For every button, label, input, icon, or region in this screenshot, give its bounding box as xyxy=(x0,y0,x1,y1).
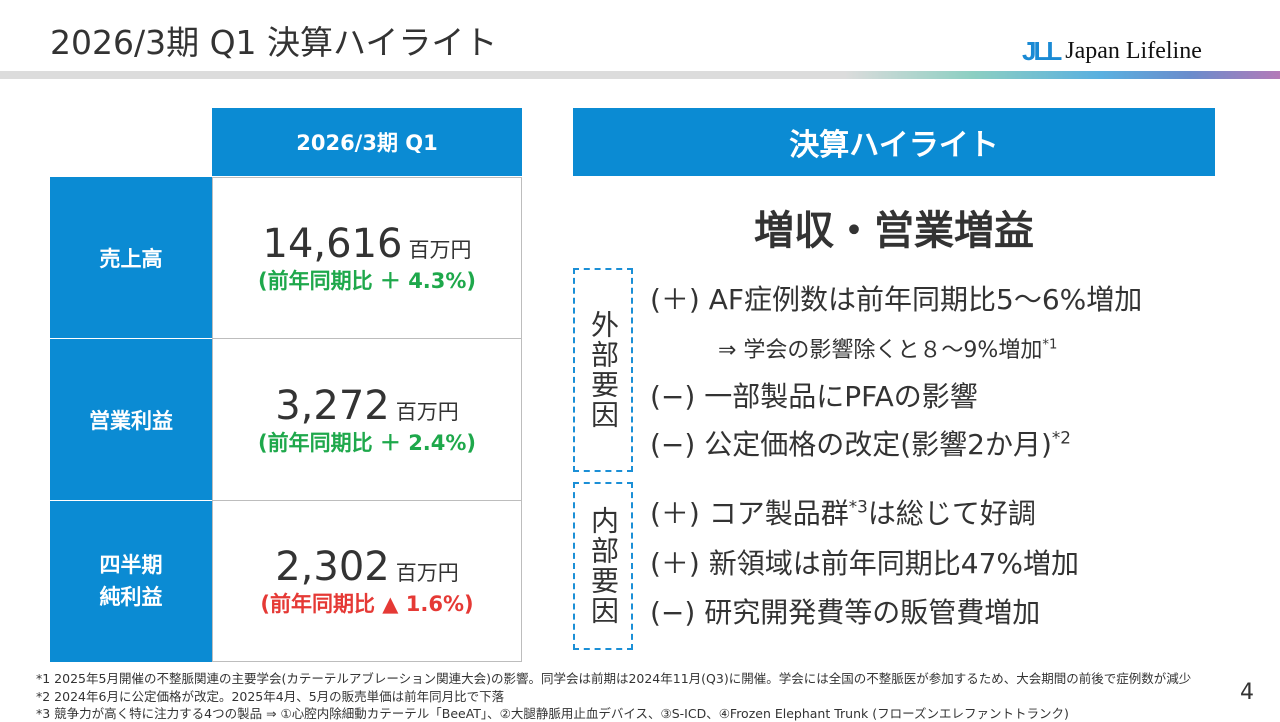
external-item: (＋) AF症例数は前年同期比5～6%増加 xyxy=(650,283,1143,316)
footnote-1: *1 2025年5月開催の不整脈関連の主要学会(カテーテルアブレーション関連大会… xyxy=(36,671,1192,686)
row-label-sales: 売上高 xyxy=(50,177,212,338)
footnote-3: *3 競争力が高く特に注力する4つの製品 ⇒ ①心腔内除細動カテーテル「BeeA… xyxy=(36,706,1069,721)
operating-profit-cell: 3,272 百万円 (前年同期比 ＋ 2.4%) xyxy=(212,338,522,501)
footnote-ref: *2 xyxy=(1051,427,1071,448)
unit: 百万円 xyxy=(408,238,472,262)
operating-profit-change: (前年同期比 ＋ 2.4%) xyxy=(257,430,477,455)
internal-item: (−) 研究開発費等の販管費増加 xyxy=(650,596,1041,629)
external-item-text: (−) 公定価格の改定(影響2か月) xyxy=(650,428,1052,461)
net-income-value: 2,302 xyxy=(275,544,390,590)
external-sub-item: ⇒ 学会の影響除くと８～9%増加*1 xyxy=(718,332,1057,364)
unit: 百万円 xyxy=(395,399,459,424)
external-factors-label: 外部要因 xyxy=(573,268,633,472)
external-sub-text: ⇒ 学会の影響除くと８～9%増加 xyxy=(718,338,1043,363)
internal-item: (＋) コア製品群*3は総じて好調 xyxy=(650,492,1036,532)
net-income-cell: 2,302 百万円 (前年同期比 ▲ 1.6%) xyxy=(212,500,522,662)
header-divider xyxy=(0,71,1280,79)
unit: 百万円 xyxy=(395,561,459,585)
row-label-operating-profit: 営業利益 xyxy=(50,339,212,500)
sales-change: (前年同期比 ＋ 4.3%) xyxy=(257,269,477,293)
footnote-ref: *1 xyxy=(1042,337,1058,353)
row-label-net-income: 四半期 純利益 xyxy=(50,501,212,662)
net-income-change: (前年同期比 ▲ 1.6%) xyxy=(260,592,474,616)
company-logo: JLL Japan Lifeline xyxy=(1022,36,1202,67)
external-item: (−) 一部製品にPFAの影響 xyxy=(650,380,978,413)
page-title: 2026/3期 Q1 決算ハイライト xyxy=(50,23,498,62)
logo-mark: JLL xyxy=(1022,36,1062,66)
headline: 増収・営業増益 xyxy=(754,208,1034,254)
internal-factors-label: 内部要因 xyxy=(573,482,633,650)
internal-item: (＋) 新領域は前年同期比47%増加 xyxy=(650,547,1079,580)
internal-item-tail: は総じて好調 xyxy=(867,497,1036,530)
footnote-ref: *3 xyxy=(848,496,868,517)
external-item: (−) 公定価格の改定(影響2か月)*2 xyxy=(650,423,1071,463)
sales-value: 14,616 xyxy=(262,221,403,267)
operating-profit-value: 3,272 xyxy=(275,382,390,429)
table-column-header: 2026/3期 Q1 xyxy=(212,108,522,176)
sales-cell: 14,616 百万円 (前年同期比 ＋ 4.3%) xyxy=(212,177,522,339)
internal-item-text: (＋) コア製品群 xyxy=(650,497,849,530)
logo-text: Japan Lifeline xyxy=(1065,38,1202,64)
page-number: 4 xyxy=(1240,680,1254,705)
footnote-2: *2 2024年6月に公定価格が改定。2025年4月、5月の販売単価は前年同月比… xyxy=(36,689,505,704)
highlight-header: 決算ハイライト xyxy=(573,108,1215,176)
